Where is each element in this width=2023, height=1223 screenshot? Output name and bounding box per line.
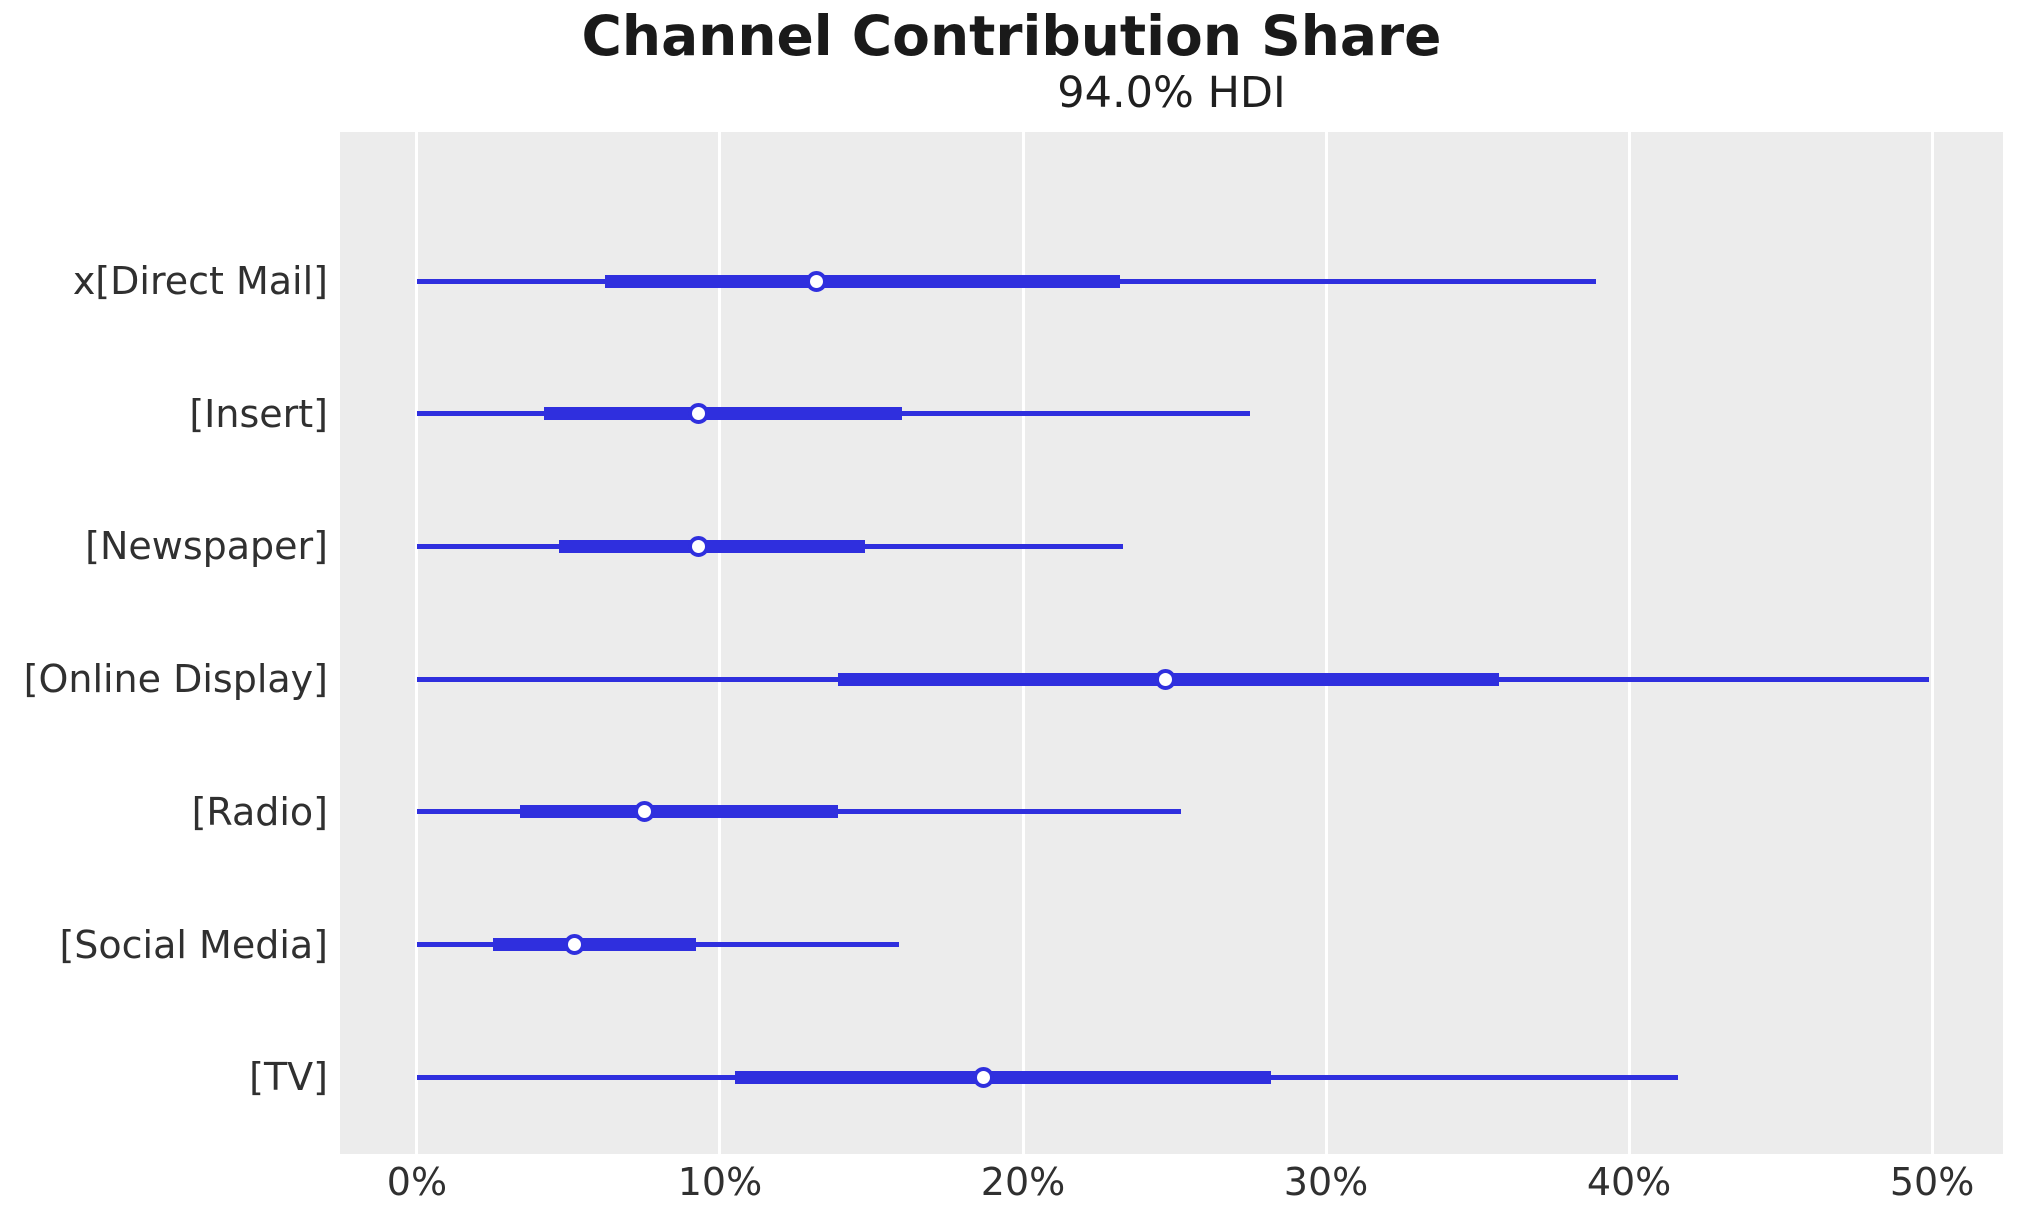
median-marker — [688, 535, 710, 557]
hdi-subtitle: 94.0% HDI — [1057, 68, 1286, 118]
median-marker — [973, 1066, 995, 1088]
x-tick-label: 10% — [677, 1160, 763, 1204]
x-axis-labels: 0% 10% 20% 30% 40% 50% — [340, 1160, 2003, 1215]
x-tick-label: 0% — [386, 1160, 448, 1204]
gridline — [718, 132, 722, 1154]
gridline — [1324, 132, 1328, 1154]
y-axis-labels: x[Direct Mail] [Insert] [Newspaper] [Online… — [0, 132, 328, 1154]
x-tick-label: 30% — [1283, 1160, 1369, 1204]
y-tick-label: [Online Display] — [23, 657, 328, 702]
median-marker — [688, 403, 710, 425]
iqr-line — [735, 1070, 1272, 1084]
y-tick-label: [Radio] — [191, 789, 328, 834]
y-tick-label: [Newspaper] — [85, 524, 328, 569]
iqr-line — [559, 539, 866, 553]
gridline — [1930, 132, 1934, 1154]
y-tick-label: x[Direct Mail] — [72, 259, 328, 303]
median-marker — [633, 801, 655, 823]
plot-area — [340, 132, 2003, 1154]
y-tick-label: [Social Media] — [59, 922, 328, 967]
x-tick-label: 20% — [980, 1160, 1066, 1204]
iqr-line — [492, 938, 696, 952]
figure-title: Channel Contribution Share — [581, 4, 1442, 68]
gridline — [1021, 132, 1025, 1154]
iqr-line — [544, 407, 902, 421]
x-tick-label: 50% — [1889, 1160, 1975, 1204]
median-marker — [564, 934, 586, 956]
median-marker — [1154, 668, 1176, 690]
x-tick-label: 40% — [1586, 1160, 1672, 1204]
gridline — [415, 132, 419, 1154]
median-marker — [806, 270, 828, 292]
y-tick-label: [Insert] — [189, 391, 328, 436]
y-tick-label: [TV] — [249, 1055, 328, 1100]
iqr-line — [604, 274, 1120, 288]
gridline — [1627, 132, 1631, 1154]
iqr-line — [519, 805, 839, 819]
